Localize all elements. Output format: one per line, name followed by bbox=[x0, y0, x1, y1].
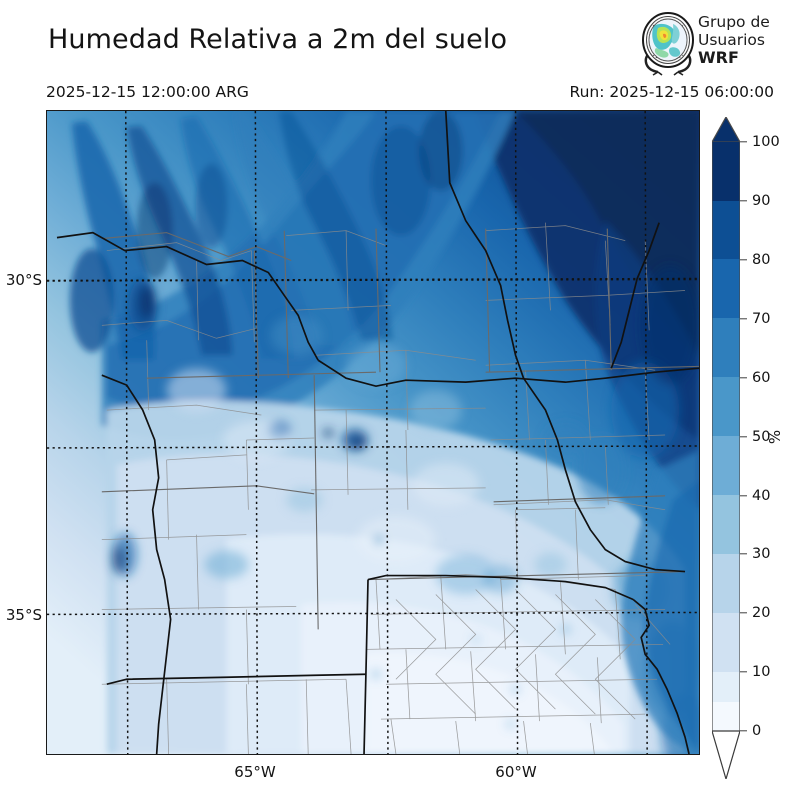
colorbar-tick-mark bbox=[740, 671, 747, 673]
map-raster bbox=[47, 111, 699, 754]
colorbar-tick-label-90: 90 bbox=[752, 193, 771, 209]
colorbar-unit-label: % bbox=[766, 429, 785, 445]
relative-humidity-map[interactable] bbox=[46, 110, 700, 755]
colorbar-tick-mark bbox=[740, 200, 747, 202]
colorbar-tick-label-0: 0 bbox=[752, 723, 762, 739]
colorbar-tick-mark bbox=[740, 436, 747, 438]
valid-time-label: 2025-12-15 12:00:00 ARG bbox=[46, 83, 249, 101]
colorbar-tick-mark bbox=[740, 730, 747, 732]
wrf-globe-emblem-icon bbox=[640, 12, 696, 76]
colorbar-tick-mark bbox=[740, 259, 747, 261]
colorbar-tick-label-80: 80 bbox=[752, 252, 771, 268]
colorbar bbox=[712, 117, 740, 779]
xtick-label-65w: 65°W bbox=[234, 763, 276, 781]
colorbar-tick-mark bbox=[740, 553, 747, 555]
colorbar-tick-label-20: 20 bbox=[752, 605, 771, 621]
colorbar-tick-label-40: 40 bbox=[752, 488, 771, 504]
colorbar-tick-label-60: 60 bbox=[752, 370, 771, 386]
colorbar-tick-label-100: 100 bbox=[752, 134, 780, 150]
colorbar-tick-mark bbox=[740, 377, 747, 379]
logo-text: Grupo de Usuarios WRF bbox=[698, 13, 770, 67]
run-time-label: Run: 2025-12-15 06:00:00 bbox=[569, 83, 775, 101]
wrf-user-group-logo: Grupo de Usuarios WRF bbox=[640, 12, 792, 78]
colorbar-tick-label-30: 30 bbox=[752, 546, 771, 562]
colorbar-tick-mark bbox=[740, 141, 747, 143]
colorbar-tick-mark bbox=[740, 495, 747, 497]
colorbar-tick-mark bbox=[740, 318, 747, 320]
colorbar-tick-label-70: 70 bbox=[752, 311, 771, 327]
ytick-label-35s: 35°S bbox=[5, 606, 42, 624]
page-title: Humedad Relativa a 2m del suelo bbox=[48, 24, 508, 55]
colorbar-tick-label-50: 50 bbox=[752, 429, 771, 445]
colorbar-tick-label-10: 10 bbox=[752, 664, 771, 680]
colorbar-tick-mark bbox=[740, 612, 747, 614]
logo-line-1: Grupo de bbox=[698, 13, 770, 31]
xtick-label-60w: 60°W bbox=[495, 763, 537, 781]
ytick-label-30s: 30°S bbox=[5, 271, 42, 289]
logo-line-3: WRF bbox=[698, 48, 739, 67]
logo-line-2: Usuarios bbox=[698, 31, 765, 49]
